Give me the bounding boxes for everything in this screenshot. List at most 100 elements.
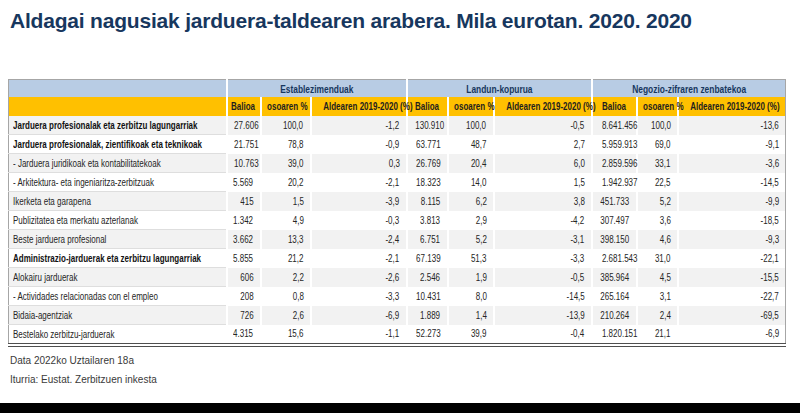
cell-value: -0,5 — [494, 268, 592, 287]
cell-value: -2,4 — [311, 230, 407, 249]
cell-value: -14,5 — [494, 287, 592, 306]
cell-value: 398.150 — [592, 230, 637, 249]
row-label: Administrazio-jarduerak eta zerbitzu lag… — [9, 249, 227, 268]
cell-value: -0,4 — [494, 325, 592, 346]
column-header-2-1: osoaren % — [637, 97, 678, 116]
table-row: Bestelako zerbitzu-jarduerak4.31515,6-1,… — [9, 325, 786, 346]
cell-value: 20,4 — [448, 154, 494, 173]
cell-value: -0,3 — [311, 211, 407, 230]
row-label: - Actividades relacionadas con el empleo — [9, 287, 227, 306]
column-header-spacer — [9, 97, 227, 116]
cell-value: 1,5 — [494, 173, 592, 192]
cell-value: -13,6 — [678, 116, 786, 135]
cell-value: 2,7 — [494, 135, 592, 154]
cell-value: 2,4 — [637, 306, 678, 325]
cell-value: 130.910 — [407, 116, 448, 135]
cell-value: 1.342 — [227, 211, 261, 230]
cell-value: 21,1 — [637, 325, 678, 346]
cell-value: 18.323 — [407, 173, 448, 192]
cell-value: 5,2 — [637, 192, 678, 211]
cell-value: 2,6 — [261, 306, 311, 325]
cell-value: 1.942.937 — [592, 173, 637, 192]
cell-value: 10.431 — [407, 287, 448, 306]
group-header-2: Negozio-zifraren zenbatekoa — [592, 80, 786, 98]
cell-value: -14,5 — [678, 173, 786, 192]
row-label: Ikerketa eta garapena — [9, 192, 227, 211]
cell-value: -2,1 — [311, 173, 407, 192]
cell-value: 2.859.596 — [592, 154, 637, 173]
table-row: Administrazio-jarduerak eta zerbitzu lag… — [9, 249, 786, 268]
cell-value: -9,9 — [678, 192, 786, 211]
cell-value: 39,0 — [261, 154, 311, 173]
cell-value: -15,5 — [678, 268, 786, 287]
cell-value: -22,1 — [678, 249, 786, 268]
cell-value: 210.264 — [592, 306, 637, 325]
group-header-row: EstablezimenduakLandun-kopuruaNegozio-zi… — [9, 80, 786, 98]
cell-value: -3,3 — [311, 287, 407, 306]
cell-value: 21,2 — [261, 249, 311, 268]
cell-value: -22,7 — [678, 287, 786, 306]
row-label: Jarduera profesionalak, zientifikoak eta… — [9, 135, 227, 154]
group-header-spacer — [9, 80, 227, 98]
cell-value: 3.813 — [407, 211, 448, 230]
cell-value: 48,7 — [448, 135, 494, 154]
column-header-1-2: Aldearen 2019-2020 (%) — [494, 97, 592, 116]
cell-value: 21.751 — [227, 135, 261, 154]
cell-value: 100,0 — [637, 116, 678, 135]
cell-value: 15,6 — [261, 325, 311, 346]
cell-value: 8.115 — [407, 192, 448, 211]
cell-value: 27.606 — [227, 116, 261, 135]
cell-value: 0,8 — [261, 287, 311, 306]
cell-value: -3,9 — [311, 192, 407, 211]
row-label: Jarduera profesionalak eta zerbitzu lagu… — [9, 116, 227, 135]
table-row: - Arkitektura- eta ingeniaritza-zerbitzu… — [9, 173, 786, 192]
column-header-0-1: osoaren % — [261, 97, 311, 116]
column-header-1-0: Balioa — [407, 97, 448, 116]
row-label: Bidaia-agentziak — [9, 306, 227, 325]
cell-value: 4,6 — [637, 230, 678, 249]
cell-value: 6,0 — [494, 154, 592, 173]
cell-value: 100,0 — [261, 116, 311, 135]
cell-value: 2.546 — [407, 268, 448, 287]
cell-value: -9,3 — [678, 230, 786, 249]
cell-value: 606 — [227, 268, 261, 287]
cell-value: 4,9 — [261, 211, 311, 230]
cell-value: -6,9 — [311, 306, 407, 325]
column-header-0-2: Aldearen 2019-2020 (%) — [311, 97, 407, 116]
cell-value: 67.139 — [407, 249, 448, 268]
table-row: Jarduera profesionalak eta zerbitzu lagu… — [9, 116, 786, 135]
group-header-1: Landun-kopurua — [407, 80, 592, 98]
table-row: Beste jarduera profesional3.66213,3-2,46… — [9, 230, 786, 249]
cell-value: -4,2 — [494, 211, 592, 230]
cell-value: 3,1 — [637, 287, 678, 306]
cell-value: 0,3 — [311, 154, 407, 173]
cell-value: 78,8 — [261, 135, 311, 154]
cell-value: -18,5 — [678, 211, 786, 230]
table-row: Bidaia-agentziak7262,6-6,91.8891,4-13,92… — [9, 306, 786, 325]
cell-value: -1,2 — [311, 116, 407, 135]
cell-value: 1,9 — [448, 268, 494, 287]
cell-value: -6,9 — [678, 325, 786, 346]
cell-value: 2.681.543 — [592, 249, 637, 268]
cell-value: 3,8 — [494, 192, 592, 211]
row-label: Publizitatea eta merkatu azterlanak — [9, 211, 227, 230]
row-label: Beste jarduera profesional — [9, 230, 227, 249]
cell-value: 4.315 — [227, 325, 261, 346]
cell-value: 5.959.913 — [592, 135, 637, 154]
cell-value: 52.273 — [407, 325, 448, 346]
cell-value: 451.733 — [592, 192, 637, 211]
source-note: Iturria: Eustat. Zerbitzuen inkesta — [10, 374, 800, 385]
cell-value: 51,3 — [448, 249, 494, 268]
column-header-2-0: Balioa — [592, 97, 637, 116]
cell-value: 265.164 — [592, 287, 637, 306]
cell-value: 26.769 — [407, 154, 448, 173]
row-label: - Jarduera juridikoak eta kontabilitatek… — [9, 154, 227, 173]
cell-value: 1,4 — [448, 306, 494, 325]
cell-value: 20,2 — [261, 173, 311, 192]
cell-value: -0,9 — [311, 135, 407, 154]
cell-value: 10.763 — [227, 154, 261, 173]
cell-value: 1.820.151 — [592, 325, 637, 346]
cell-value: 13,3 — [261, 230, 311, 249]
cell-value: 726 — [227, 306, 261, 325]
cell-value: 8,0 — [448, 287, 494, 306]
